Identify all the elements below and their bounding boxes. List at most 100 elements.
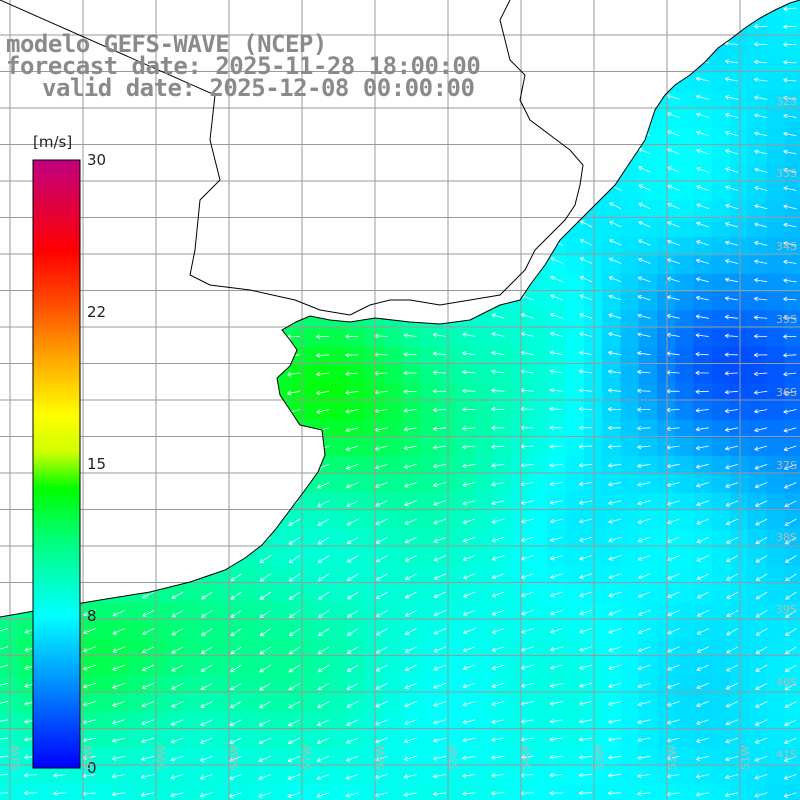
wind-cell [657,273,676,293]
wind-arrow-head [433,485,438,488]
wind-cell [511,492,530,512]
wind-arrow [229,755,242,762]
wind-cell [784,565,800,585]
wind-arrow-head [142,630,146,635]
wind-cell [638,529,658,549]
wind-arrow-head [140,792,145,796]
wind-cell [620,419,640,439]
wind-arrow-head [316,355,321,358]
wind-cell [511,529,530,549]
wind-arrow-head [432,791,437,795]
wind-arrow [755,536,768,544]
wind-arrow-head [724,427,729,431]
wind-cell [419,657,439,676]
wind-cell [711,346,731,366]
wind-arrow-head [637,556,642,561]
wind-arrow [317,536,330,545]
wind-cell [328,474,348,494]
wind-cell [657,109,676,129]
wind-cell [328,365,348,384]
wind-arrow [608,518,622,523]
wind-arrow-head [725,168,729,172]
wind-cell [273,638,293,658]
wind-arrow [725,701,739,708]
wind-arrow [347,573,359,581]
wind-arrow [549,463,563,466]
wind-cell [310,748,330,768]
wind-arrow [637,536,651,542]
wind-arrow [258,774,271,780]
wind-arrow [491,500,505,505]
wind-arrow-head [578,790,583,794]
wind-arrow-head [112,630,116,635]
wind-arrow-head [345,335,350,339]
wind-cell [675,310,695,330]
wind-arrow-head [229,760,234,762]
wind-arrow-head [461,426,466,429]
wind-arrow [754,223,768,228]
wind-arrow-head [608,629,612,633]
wind-arrow [317,737,330,744]
wind-arrow-head [375,721,379,725]
wind-cell [547,438,567,457]
wind-arrow [462,737,476,742]
wind-cell [766,237,786,257]
wind-cell [565,638,585,658]
wind-arrow [520,719,534,723]
wind-cell [602,310,622,330]
wind-cell [620,657,640,676]
wind-cell [511,584,530,603]
wind-arrow-head [24,701,28,705]
wind-cell [328,766,348,786]
wind-cell [492,675,512,695]
wind-arrow-head [696,149,700,153]
wind-arrow-head [462,541,467,543]
wind-arrow-head [667,666,671,670]
wind-cell [748,438,768,457]
wind-cell [730,474,749,494]
wind-arrow-head [754,757,758,761]
wind-arrow [608,370,622,374]
wind-cell [711,182,731,202]
wind-arrow-head [24,683,28,687]
wind-arrow-head [725,277,730,280]
wind-arrow-head [638,203,642,207]
wind-cell [730,730,749,749]
wind-cell [620,602,640,622]
wind-cell [383,565,403,585]
wind-cell [182,620,202,640]
wind-arrow-head [754,760,759,762]
wind-arrow-head [754,427,758,432]
wind-arrow-head [141,741,146,744]
wind-arrow-head [579,257,583,262]
wind-cell [748,419,768,439]
wind-arrow [112,628,125,635]
wind-arrow [433,755,447,760]
wind-cell [492,511,512,530]
wind-cell [675,401,695,421]
wind-arrow-head [784,668,788,672]
wind-cell [383,419,403,439]
wind-cell [675,292,695,311]
wind-arrow-head [784,484,788,489]
wind-arrow-head [403,792,408,796]
wind-arrow-head [491,574,496,579]
wind-cell [657,730,676,749]
wind-arrow-head [462,648,466,652]
wind-arrow-head [578,792,583,796]
wind-cell [748,492,768,512]
wind-arrow-head [783,150,787,155]
wind-cell [675,346,695,366]
wind-cell [657,620,676,640]
wind-arrow [259,701,271,709]
wind-arrow [376,573,388,581]
wind-cell [328,730,348,749]
wind-arrow-head [667,538,671,543]
wind-cell [748,693,768,713]
wind-arrow-head [695,792,700,796]
wind-arrow-head [462,388,466,392]
wind-arrow-head [783,149,788,152]
wind-arrow-head [578,719,583,723]
wind-arrow [404,737,417,743]
